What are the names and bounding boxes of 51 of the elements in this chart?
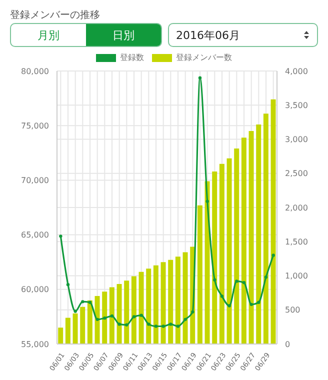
- point: [272, 254, 275, 257]
- legend-label: 登録数: [119, 52, 144, 63]
- y2-tick-label: 2,000: [285, 203, 308, 212]
- text: 日別: [86, 24, 161, 46]
- y2-tick-label: 1,500: [285, 237, 308, 246]
- y-tick-label: 80,000: [21, 66, 49, 76]
- y2-tick-label: 1,000: [285, 272, 308, 281]
- point: [81, 300, 84, 304]
- point: [257, 300, 260, 304]
- point: [184, 318, 187, 322]
- y2-tick-label: 0: [285, 340, 290, 349]
- point: [235, 280, 238, 283]
- point: [264, 276, 268, 279]
- point: [242, 280, 246, 284]
- point: [176, 324, 180, 328]
- point: [154, 324, 158, 328]
- point: [198, 76, 202, 80]
- legend-label: 登録メンバー数: [175, 52, 232, 63]
- point: [206, 200, 209, 203]
- y-tick-label: 75,000: [21, 121, 49, 130]
- chart-title: 登録メンバーの推移: [10, 9, 100, 22]
- text: 月別: [36, 28, 60, 44]
- point: [110, 314, 114, 318]
- point: [191, 310, 194, 314]
- text: 2016年06月: [176, 28, 240, 42]
- y2-tick-label: 4,000: [285, 66, 308, 76]
- y-tick-label: 65,000: [21, 230, 49, 240]
- point: [228, 304, 231, 308]
- point: [96, 318, 99, 322]
- point: [162, 324, 165, 328]
- point: [250, 302, 253, 306]
- y2-tick-label: 3,000: [285, 135, 308, 144]
- point: [125, 323, 128, 326]
- y2-tick-label: 500: [285, 306, 300, 315]
- point: [169, 322, 172, 326]
- point: [140, 314, 143, 317]
- point: [118, 322, 121, 326]
- point: [103, 316, 106, 320]
- y2-tick-label: 3,500: [285, 100, 308, 110]
- point: [132, 315, 136, 318]
- point: [74, 310, 77, 313]
- point: [220, 294, 224, 298]
- y-tick-label: 55,000: [21, 340, 49, 349]
- y-tick-label: 70,000: [21, 176, 49, 186]
- point: [59, 234, 62, 238]
- y2-tick-label: 2,500: [285, 169, 308, 178]
- point: [88, 300, 92, 304]
- y-tick-label: 60,000: [21, 285, 49, 294]
- point: [213, 278, 216, 282]
- point: [66, 283, 70, 286]
- point: [147, 322, 150, 326]
